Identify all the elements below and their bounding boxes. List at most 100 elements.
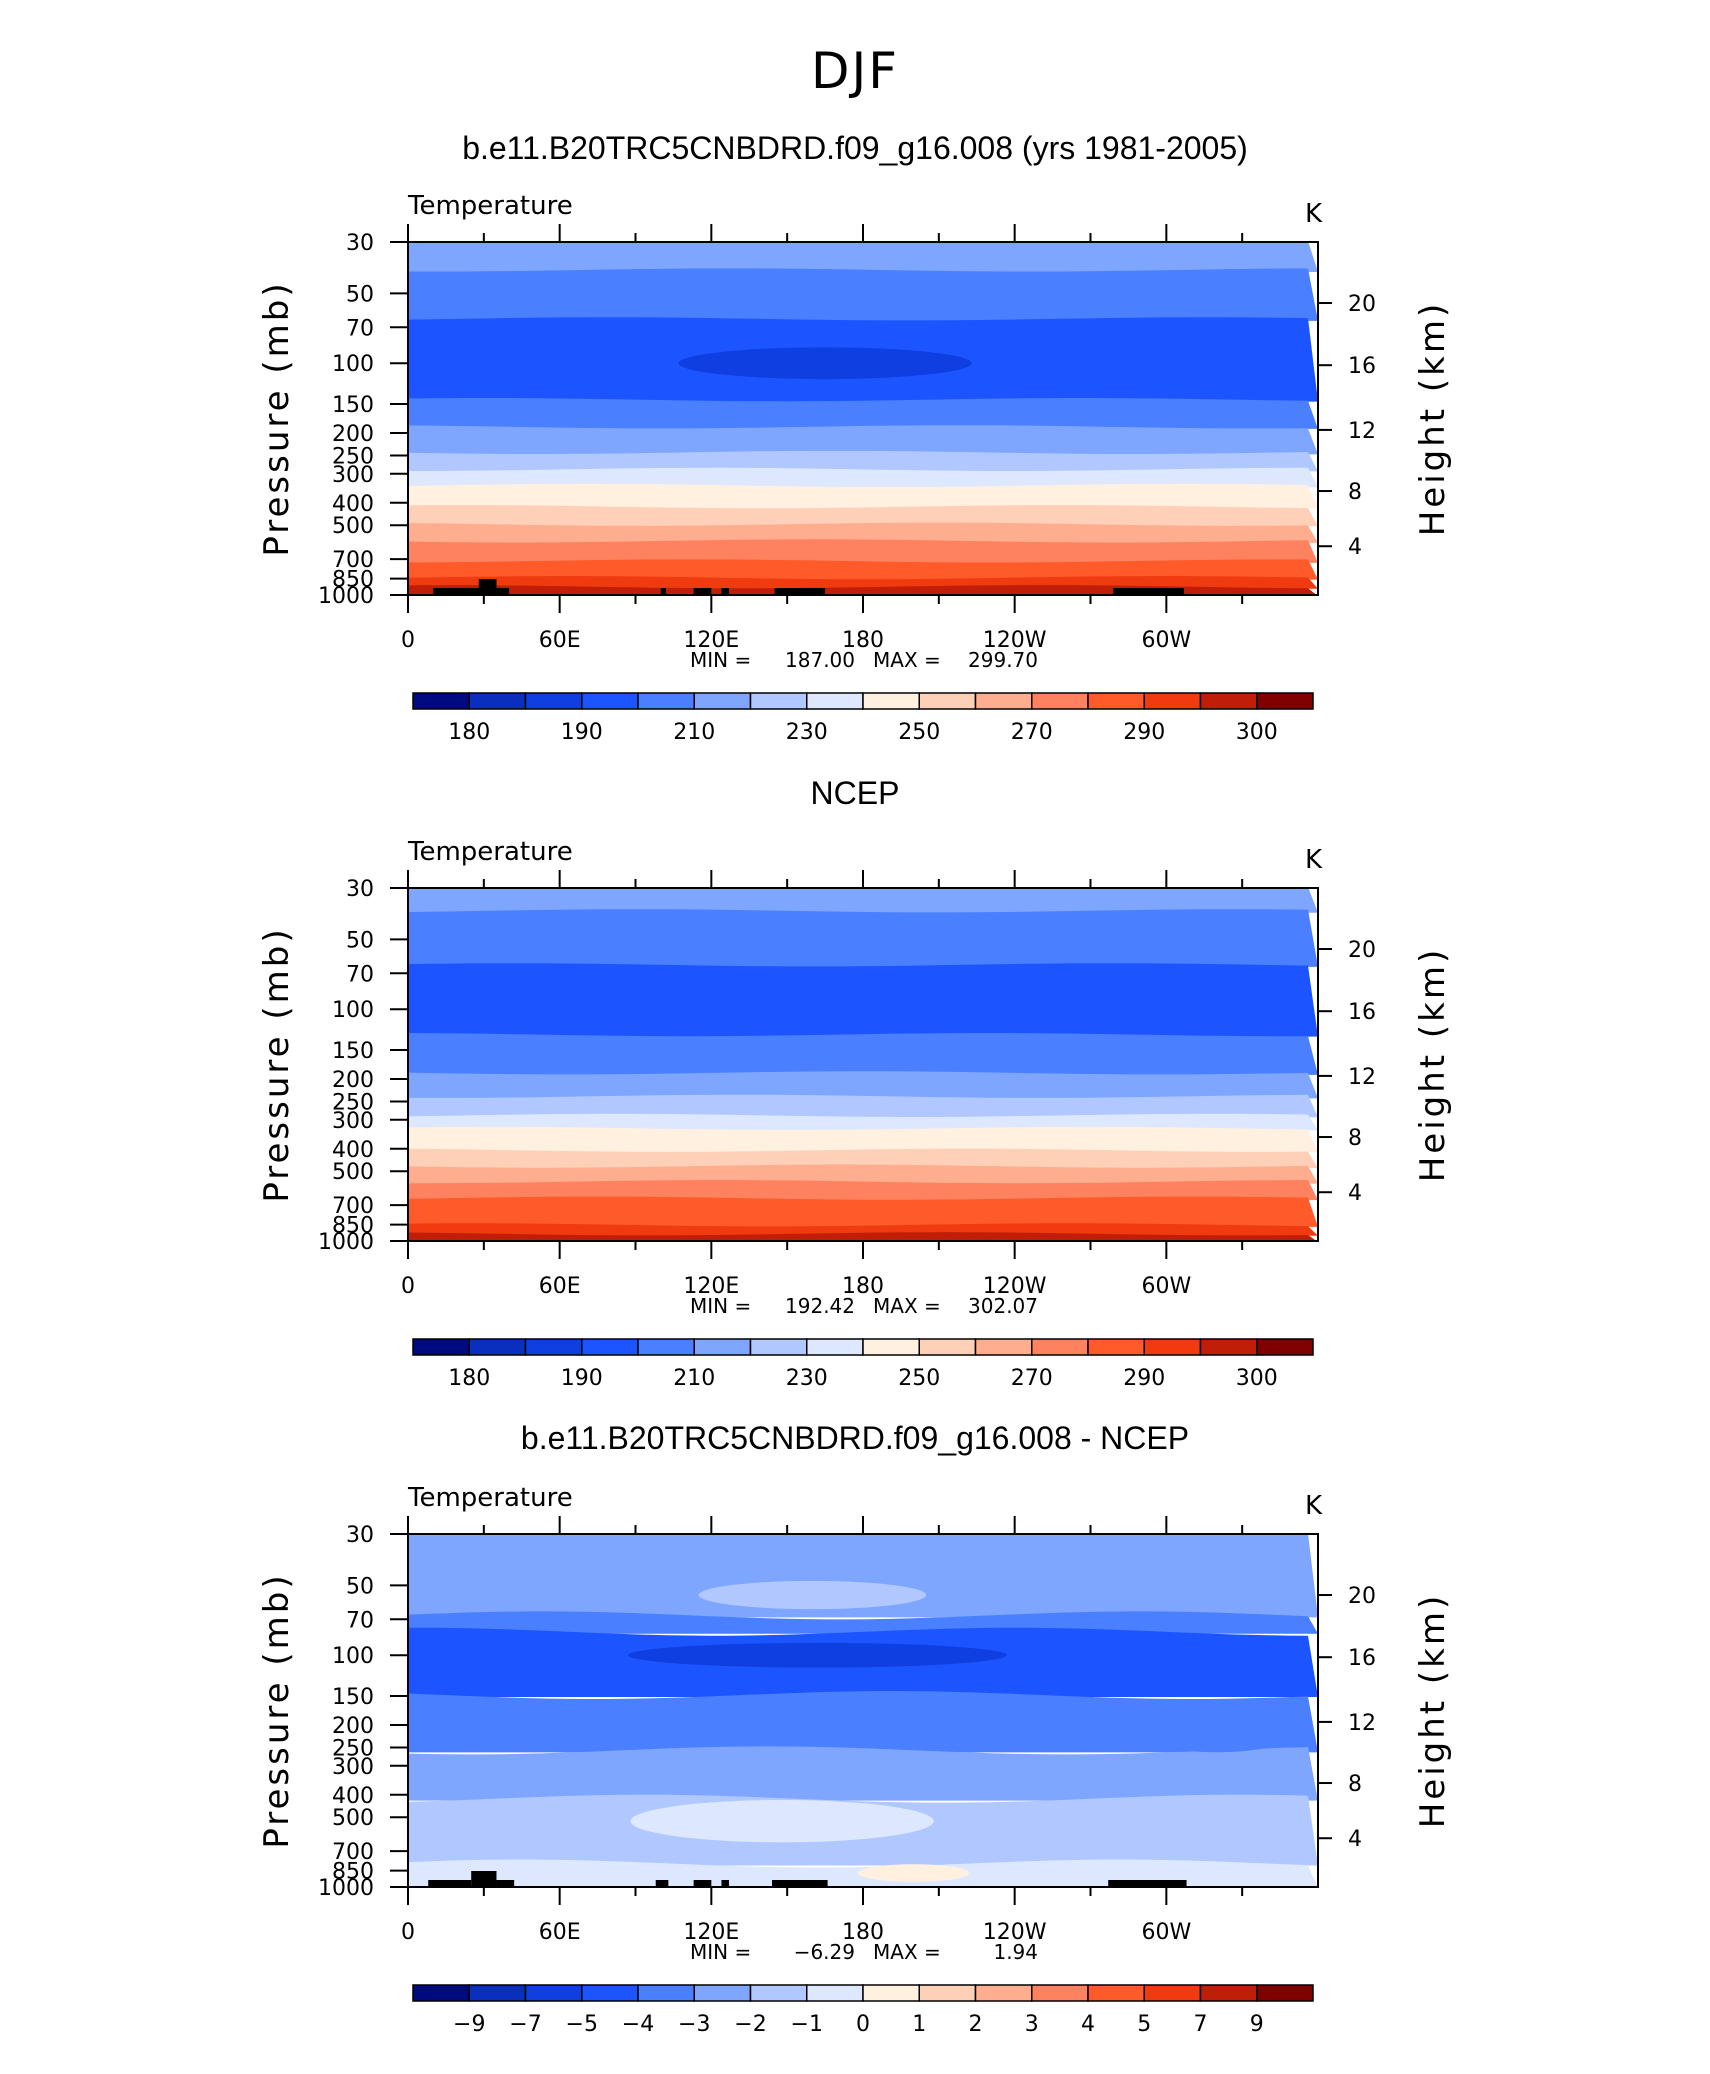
colorbar-label: 3 <box>1025 2012 1039 2037</box>
colorbar-label: −2 <box>734 2012 766 2037</box>
colorbar-box <box>749 692 808 710</box>
y-tick-label: 700 <box>332 1840 374 1865</box>
colorbar-box <box>862 1338 920 1356</box>
y-tick-label: 70 <box>346 962 374 987</box>
y2-tick-label: 16 <box>1348 1646 1376 1671</box>
colorbar-label: 300 <box>1236 720 1278 745</box>
y2-tick-label: 20 <box>1348 938 1376 963</box>
y-tick-label: 250 <box>332 1736 374 1761</box>
colorbar-box <box>412 692 470 710</box>
colorbar-box <box>1031 1984 1089 2002</box>
y-tick-label: 50 <box>346 928 374 953</box>
y-tick-label: 500 <box>332 1160 374 1185</box>
min-label: MIN = <box>690 648 751 672</box>
x-tick-label: 60W <box>1141 1274 1191 1299</box>
contour-feature <box>627 1642 1008 1668</box>
colorbar-box <box>468 1338 527 1356</box>
min-label: MIN = <box>690 1940 751 1964</box>
topography-mask <box>433 588 484 595</box>
contour-band <box>408 888 1318 913</box>
y-tick-label: 50 <box>346 282 374 307</box>
max-label: MAX = <box>873 648 941 672</box>
contour-feature <box>698 1580 927 1610</box>
contour-band <box>408 585 1317 595</box>
topography-mask <box>478 579 497 595</box>
x-tick-label: 120E <box>683 1920 739 1945</box>
colorbar-label: −5 <box>566 2012 598 2037</box>
colorbar-box <box>412 1338 470 1356</box>
topography-mask <box>1113 588 1185 595</box>
y2-tick-label: 4 <box>1348 1181 1362 1206</box>
contour-band <box>408 1164 1318 1184</box>
colorbar-box <box>1087 692 1145 710</box>
min-value: 187.00 <box>785 648 855 672</box>
panel-2: 0 60E 120E 180 120W 60W3050701001502002503004… <box>257 837 1453 1391</box>
colorbar-box <box>806 1338 864 1356</box>
y-tick-label: 400 <box>332 492 374 517</box>
topography-mask <box>721 588 730 595</box>
panel-title-1: b.e11.B20TRC5CNBDRD.f09_g16.008 (yrs 198… <box>462 130 1248 166</box>
colorbar-box <box>862 1984 920 2002</box>
max-label: MAX = <box>873 1294 941 1318</box>
y-tick-label: 250 <box>332 1090 374 1115</box>
y-tick-label: 700 <box>332 548 374 573</box>
topography-mask <box>693 588 712 595</box>
max-label: MAX = <box>873 1940 941 1964</box>
colorbar-box <box>581 1338 639 1356</box>
x-tick-label: 180 <box>842 1920 884 1945</box>
y-tick-label: 70 <box>346 1608 374 1633</box>
y-tick-label: 150 <box>332 1685 374 1710</box>
colorbar-box <box>468 1984 527 2002</box>
contour-feature <box>678 347 972 380</box>
y-tick-label: 850 <box>332 1214 374 1239</box>
contour-band <box>408 1113 1318 1131</box>
y-tick-label: 100 <box>332 998 374 1023</box>
topography-mask <box>774 588 826 595</box>
colorbar-box <box>1256 692 1314 710</box>
colorbar-box <box>1199 1984 1258 2002</box>
colorbar-label: −1 <box>791 2012 823 2037</box>
colorbar-box <box>637 692 695 710</box>
x-tick-label: 0 <box>401 628 415 653</box>
variable-label: Temperature <box>407 191 573 221</box>
contour-band <box>408 1071 1318 1099</box>
y-tick-label: 200 <box>332 422 374 447</box>
y-tick-label: 300 <box>332 1755 374 1780</box>
min-value: −6.29 <box>794 1940 855 1964</box>
colorbar: 180 190 210 230 250 270 290 300 <box>412 1338 1314 1391</box>
y-tick-label: 30 <box>346 877 374 902</box>
x-tick-label: 60E <box>539 628 581 653</box>
colorbar-label: 190 <box>561 1366 603 1391</box>
colorbar-box <box>581 1984 639 2002</box>
y-tick-label: 250 <box>332 444 374 469</box>
colorbar-label: 210 <box>673 720 715 745</box>
colorbar-box <box>637 1984 695 2002</box>
colorbar-label: −3 <box>678 2012 710 2037</box>
topography-mask <box>721 1880 730 1887</box>
colorbar-box <box>1143 1338 1202 1356</box>
topography-mask <box>496 1880 515 1887</box>
contour-band <box>408 1126 1318 1153</box>
contour-field <box>408 888 1318 1241</box>
panel-3: 0 60E 120E 180 120W 60W3050701001502002503004… <box>257 1483 1453 2037</box>
colorbar-box <box>974 1338 1033 1356</box>
contour-band <box>408 242 1318 272</box>
colorbar-box <box>749 1338 808 1356</box>
contour-band <box>408 559 1318 580</box>
contour-band <box>408 425 1318 455</box>
contour-band <box>408 1094 1318 1118</box>
x-tick-label: 120W <box>983 1920 1047 1945</box>
colorbar-box <box>1143 1984 1202 2002</box>
colorbar-box <box>862 692 920 710</box>
min-value: 192.42 <box>785 1294 855 1318</box>
colorbar-label: 270 <box>1011 720 1053 745</box>
colorbar-box <box>1199 692 1258 710</box>
colorbar-box <box>1199 1338 1258 1356</box>
y-tick-label: 850 <box>332 568 374 593</box>
colorbar-label: 4 <box>1081 2012 1095 2037</box>
contour-band <box>408 1180 1318 1201</box>
y-tick-label: 1000 <box>318 584 374 609</box>
y2-axis-label: Height (km) <box>1413 301 1453 537</box>
colorbar-box <box>806 692 864 710</box>
x-tick-label: 120W <box>983 628 1047 653</box>
